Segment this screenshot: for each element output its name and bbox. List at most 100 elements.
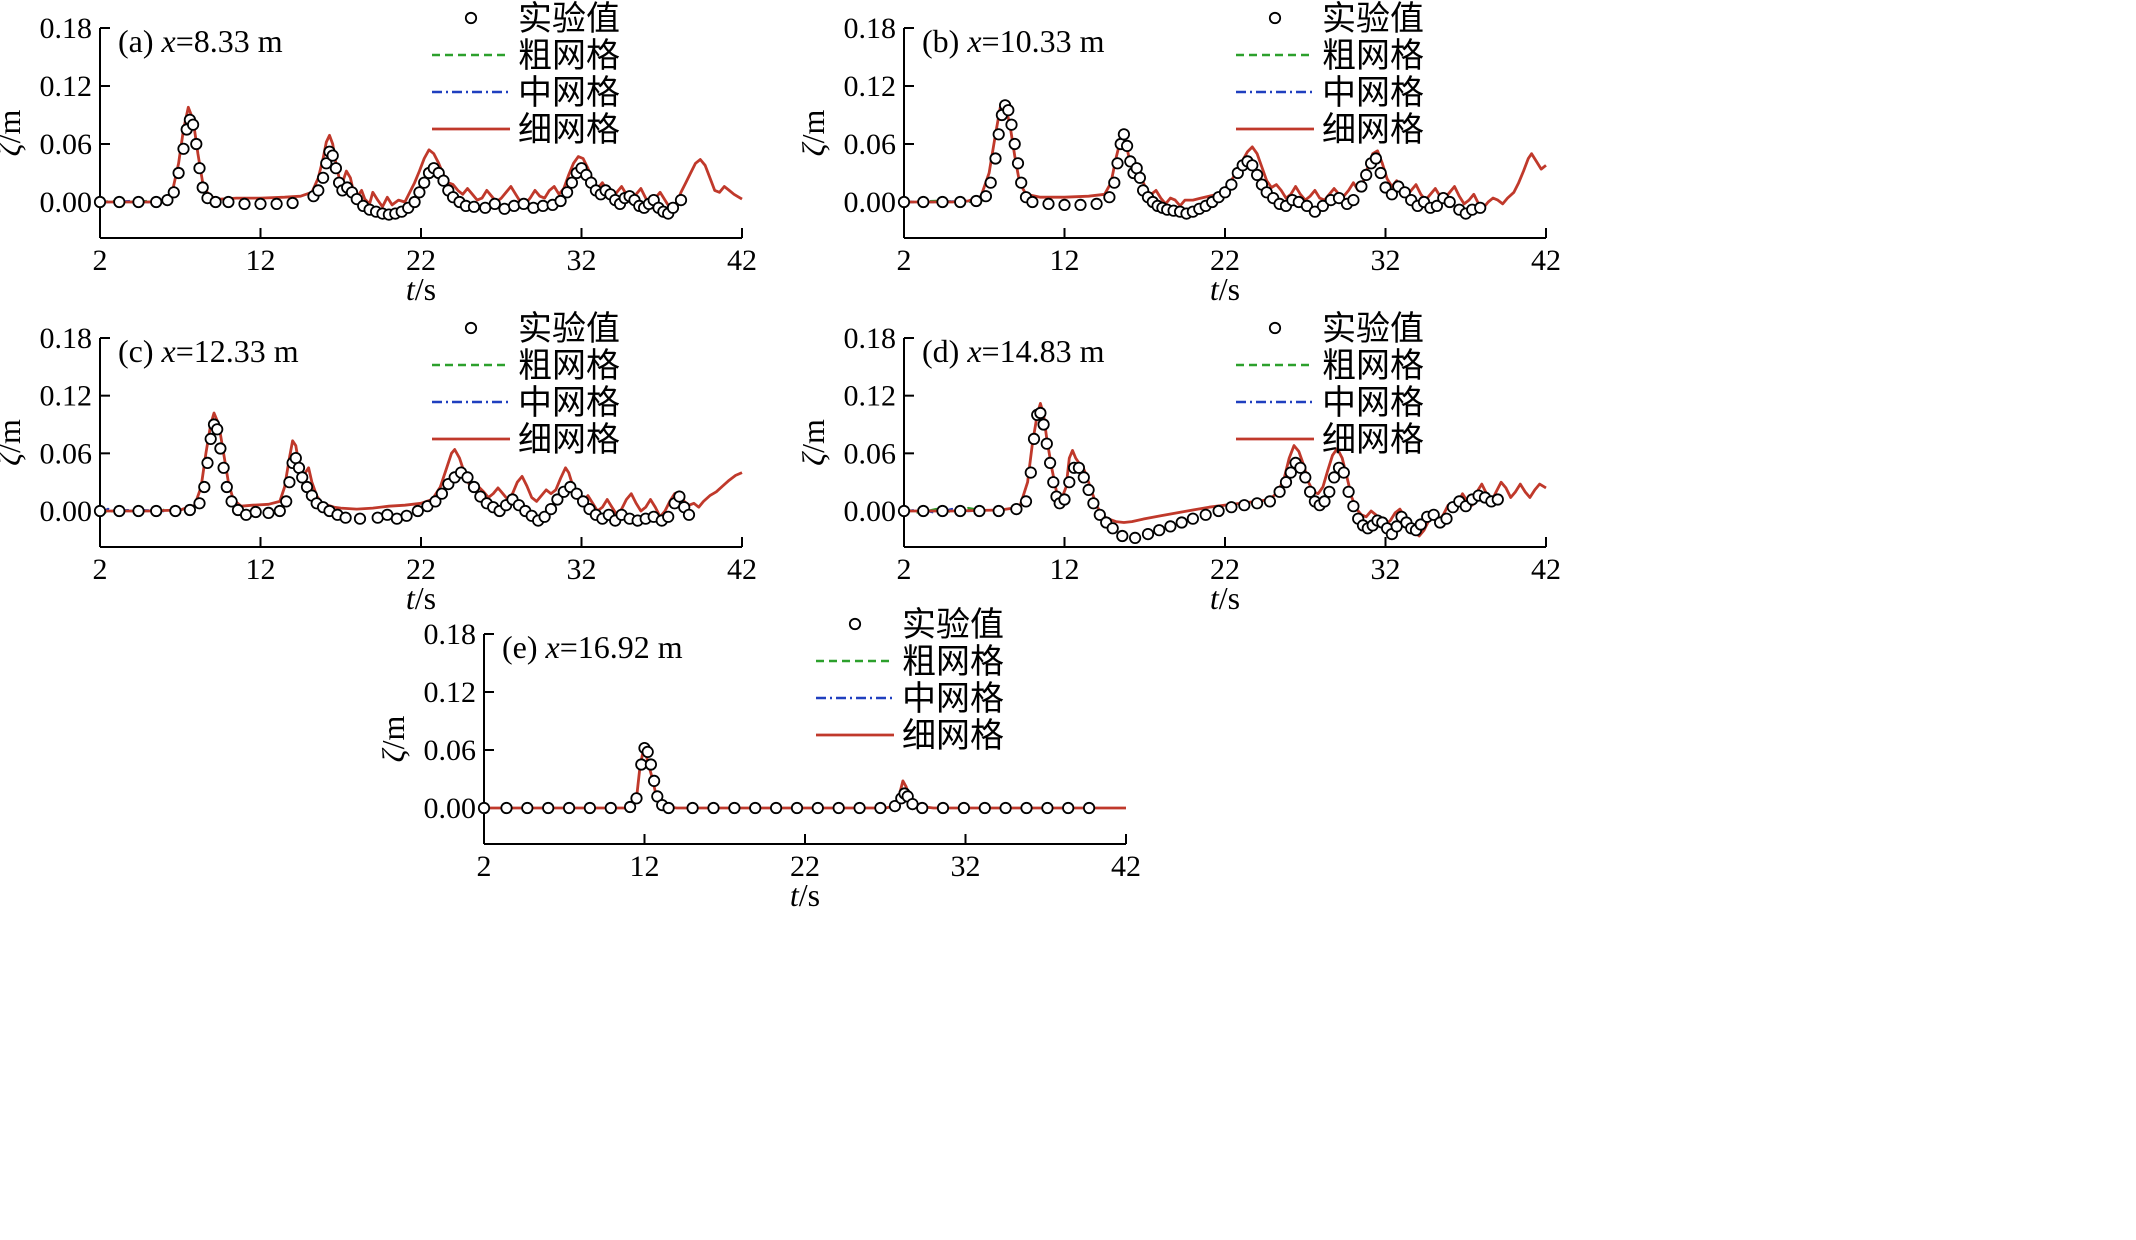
experiment-point [954,195,967,209]
experiment-point [1047,476,1060,489]
experiment-point [353,512,367,525]
experiment-point [1279,476,1293,489]
experiment-point [897,195,911,209]
experiment-point [936,504,949,518]
experiment-point [1063,476,1076,489]
experiment-point [93,504,107,518]
experiment-point [507,199,521,212]
experiment-point [1062,801,1075,815]
experiment-point [1133,171,1147,184]
experiment-point [1153,524,1166,537]
experiment-point [214,442,227,455]
experiment-point [286,196,299,210]
y-axis-label: ζ/m [0,110,27,157]
y-tick-label: 0.18 [844,322,897,355]
experiment-point [954,504,967,518]
panel-title: (e) x=16.92 m [502,629,683,665]
legend-marker-experiment [464,11,478,25]
experiment-point [1121,139,1134,152]
fine-grid-line [100,105,743,210]
x-tick-label: 2 [93,553,108,586]
y-tick-label: 0.18 [40,12,93,45]
x-axis-label: t/s [406,580,436,616]
x-tick-label: 32 [1371,244,1401,277]
experiment-point [583,801,597,815]
experiment-point [707,801,720,815]
x-tick-label: 12 [246,553,276,586]
experiment-point [400,509,413,522]
experiment-point [1474,201,1487,214]
experiment-point [1238,499,1251,512]
experiment-point [467,200,481,213]
experiment-point [1427,508,1440,521]
experiment-point [193,162,206,175]
experiment-point [1015,176,1028,189]
experiment-point [1337,466,1350,479]
experiment-point [989,152,1002,165]
legend-label: 粗网格 [902,642,1004,682]
experiment-point [1304,485,1317,498]
experiment-point [1074,198,1087,211]
fine-grid-line [904,103,1547,210]
panel-a: 0.00 0.06 0.12 0.18 2 12 22 32 42 t/s ζ/m (a) x=8.3… [0,0,757,307]
experiment-point [936,195,949,209]
experiment-point [1090,197,1103,210]
x-tick-label: 12 [1050,553,1080,586]
experiment-point [1008,137,1021,151]
experiment-point [1111,157,1124,170]
experiment-point [329,162,342,175]
panel-title: (b) x=10.33 m [922,23,1105,59]
fine-grid-line [484,750,1126,810]
experiment-point [1318,495,1331,508]
y-tick-label: 0.06 [40,128,93,161]
x-axis-label: t/s [1210,271,1240,307]
experiment-point [674,194,688,207]
experiment-point [1398,186,1411,199]
x-tick-label: 32 [1371,553,1401,586]
experiment-point [1440,512,1453,525]
legend-label: 细网格 [1322,420,1424,460]
experiment-point [1058,198,1071,211]
experiment-point [1026,195,1039,209]
experiment-point [488,197,501,210]
experiment-point [992,128,1005,141]
y-axis-label: ζ/m [795,110,831,157]
x-tick-label: 22 [1210,244,1240,277]
legend-marker-experiment [1268,321,1282,335]
experiment-point [1077,471,1090,484]
experiment-point [1342,485,1355,498]
x-tick-label: 42 [727,553,757,586]
legend-label: 中网格 [518,383,620,423]
experiment-point [916,801,929,815]
experiment-point [662,801,675,815]
experiment-point [542,801,555,815]
y-axis-label: ζ/m [375,716,411,763]
experiment-point [576,495,590,508]
experiment-point [1212,504,1225,518]
experiment-point [150,195,163,209]
experiment-point [562,801,576,815]
y-tick-label: 0.06 [844,128,897,161]
y-tick-label: 0.18 [844,12,897,45]
experiment-point [1041,801,1054,815]
experiment-point [320,157,333,170]
experiment-point [161,194,174,207]
experiment-point [1186,512,1200,525]
experiment-point [1225,178,1238,191]
experiment-point [527,201,540,214]
experiment-point [811,801,824,815]
experiment-point [132,195,145,209]
experiment-point [979,190,993,203]
experiment-point [280,495,293,508]
experiment-point [917,504,930,518]
experiment-point [853,801,866,815]
experiment-point [172,166,185,180]
y-tick-label: 0.18 [424,618,477,651]
x-tick-label: 42 [727,244,757,277]
experiment-point [273,504,286,518]
x-axis-label: t/s [790,877,820,913]
experiment-point [641,745,654,759]
x-tick-label: 12 [1050,244,1080,277]
experiment-point [936,801,950,815]
experiment-point [604,801,617,815]
